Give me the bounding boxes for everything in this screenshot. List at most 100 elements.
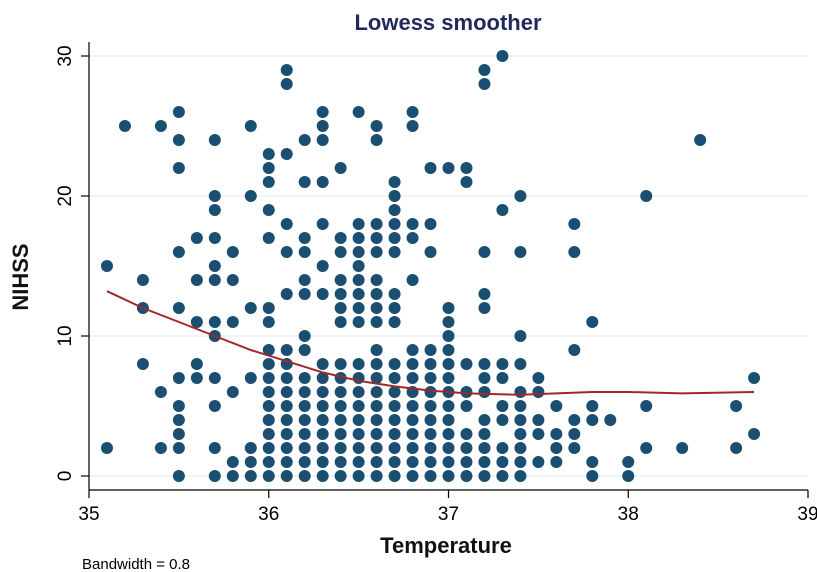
x-tick-label-4: 39 — [797, 504, 817, 525]
data-point — [136, 274, 149, 286]
data-point — [676, 442, 689, 454]
data-point — [406, 344, 419, 356]
y-axis-title: NIHSS — [8, 243, 33, 310]
data-point — [118, 120, 131, 132]
data-point — [496, 372, 509, 384]
data-point — [262, 302, 275, 314]
data-point — [586, 316, 599, 328]
data-point — [154, 120, 167, 132]
data-point — [316, 400, 329, 412]
data-point — [262, 428, 275, 440]
data-point — [442, 456, 455, 468]
data-point — [298, 176, 311, 188]
data-point — [388, 232, 401, 244]
data-point — [334, 400, 347, 412]
data-point — [442, 302, 455, 314]
data-point — [604, 414, 617, 426]
data-point — [388, 470, 401, 482]
data-point — [748, 428, 761, 440]
data-point — [388, 288, 401, 300]
data-point — [532, 414, 545, 426]
data-point — [334, 414, 347, 426]
data-point — [352, 288, 365, 300]
data-point — [424, 400, 437, 412]
data-point — [370, 246, 383, 258]
data-point — [334, 442, 347, 454]
data-point — [298, 246, 311, 258]
data-point — [478, 78, 491, 90]
data-point — [496, 442, 509, 454]
data-point — [298, 470, 311, 482]
data-point — [496, 50, 509, 62]
data-point — [190, 274, 203, 286]
data-point — [316, 260, 329, 272]
data-point — [352, 302, 365, 314]
data-point — [316, 106, 329, 118]
data-point — [406, 470, 419, 482]
data-point — [370, 288, 383, 300]
data-point — [370, 134, 383, 146]
data-point — [280, 442, 293, 454]
data-point — [370, 456, 383, 468]
data-point — [388, 358, 401, 370]
axes-layer: 0 10 20 30 35 36 37 38 39 — [55, 42, 817, 525]
data-point — [640, 400, 653, 412]
data-point — [298, 414, 311, 426]
data-point — [316, 456, 329, 468]
grid-layer — [89, 55, 808, 477]
data-point — [316, 470, 329, 482]
data-point — [172, 302, 185, 314]
data-point — [406, 428, 419, 440]
data-point — [442, 316, 455, 328]
data-point — [478, 470, 491, 482]
data-point — [352, 428, 365, 440]
data-point — [208, 470, 221, 482]
data-point — [694, 134, 707, 146]
data-point — [226, 246, 239, 258]
data-point — [244, 120, 257, 132]
data-point — [586, 470, 599, 482]
data-point — [172, 106, 185, 118]
data-point — [622, 456, 635, 468]
data-point — [478, 358, 491, 370]
data-point — [298, 274, 311, 286]
data-point — [532, 386, 545, 398]
data-point — [514, 428, 527, 440]
data-point — [568, 344, 581, 356]
data-point — [388, 246, 401, 258]
y-tick-label-2: 20 — [55, 185, 76, 206]
data-point — [208, 400, 221, 412]
x-tick-label-1: 36 — [258, 504, 279, 525]
data-point — [244, 302, 257, 314]
data-point — [280, 428, 293, 440]
data-point — [478, 288, 491, 300]
y-tick-label-0: 0 — [55, 471, 76, 482]
data-point — [262, 176, 275, 188]
data-point — [370, 316, 383, 328]
data-point — [370, 400, 383, 412]
x-tick-label-2: 37 — [438, 504, 459, 525]
data-point — [172, 414, 185, 426]
data-point — [190, 372, 203, 384]
data-point — [622, 470, 635, 482]
data-point — [352, 274, 365, 286]
data-point — [478, 386, 491, 398]
data-point — [172, 428, 185, 440]
data-point — [172, 442, 185, 454]
data-point — [262, 162, 275, 174]
data-point — [478, 428, 491, 440]
data-point — [496, 414, 509, 426]
data-point — [208, 316, 221, 328]
data-point — [730, 442, 743, 454]
data-point — [262, 372, 275, 384]
data-point — [172, 246, 185, 258]
data-point — [226, 386, 239, 398]
data-point — [442, 162, 455, 174]
data-point — [208, 260, 221, 272]
data-point — [370, 428, 383, 440]
data-point — [334, 162, 347, 174]
data-point — [388, 302, 401, 314]
data-point — [406, 442, 419, 454]
data-point — [172, 372, 185, 384]
data-point — [478, 372, 491, 384]
